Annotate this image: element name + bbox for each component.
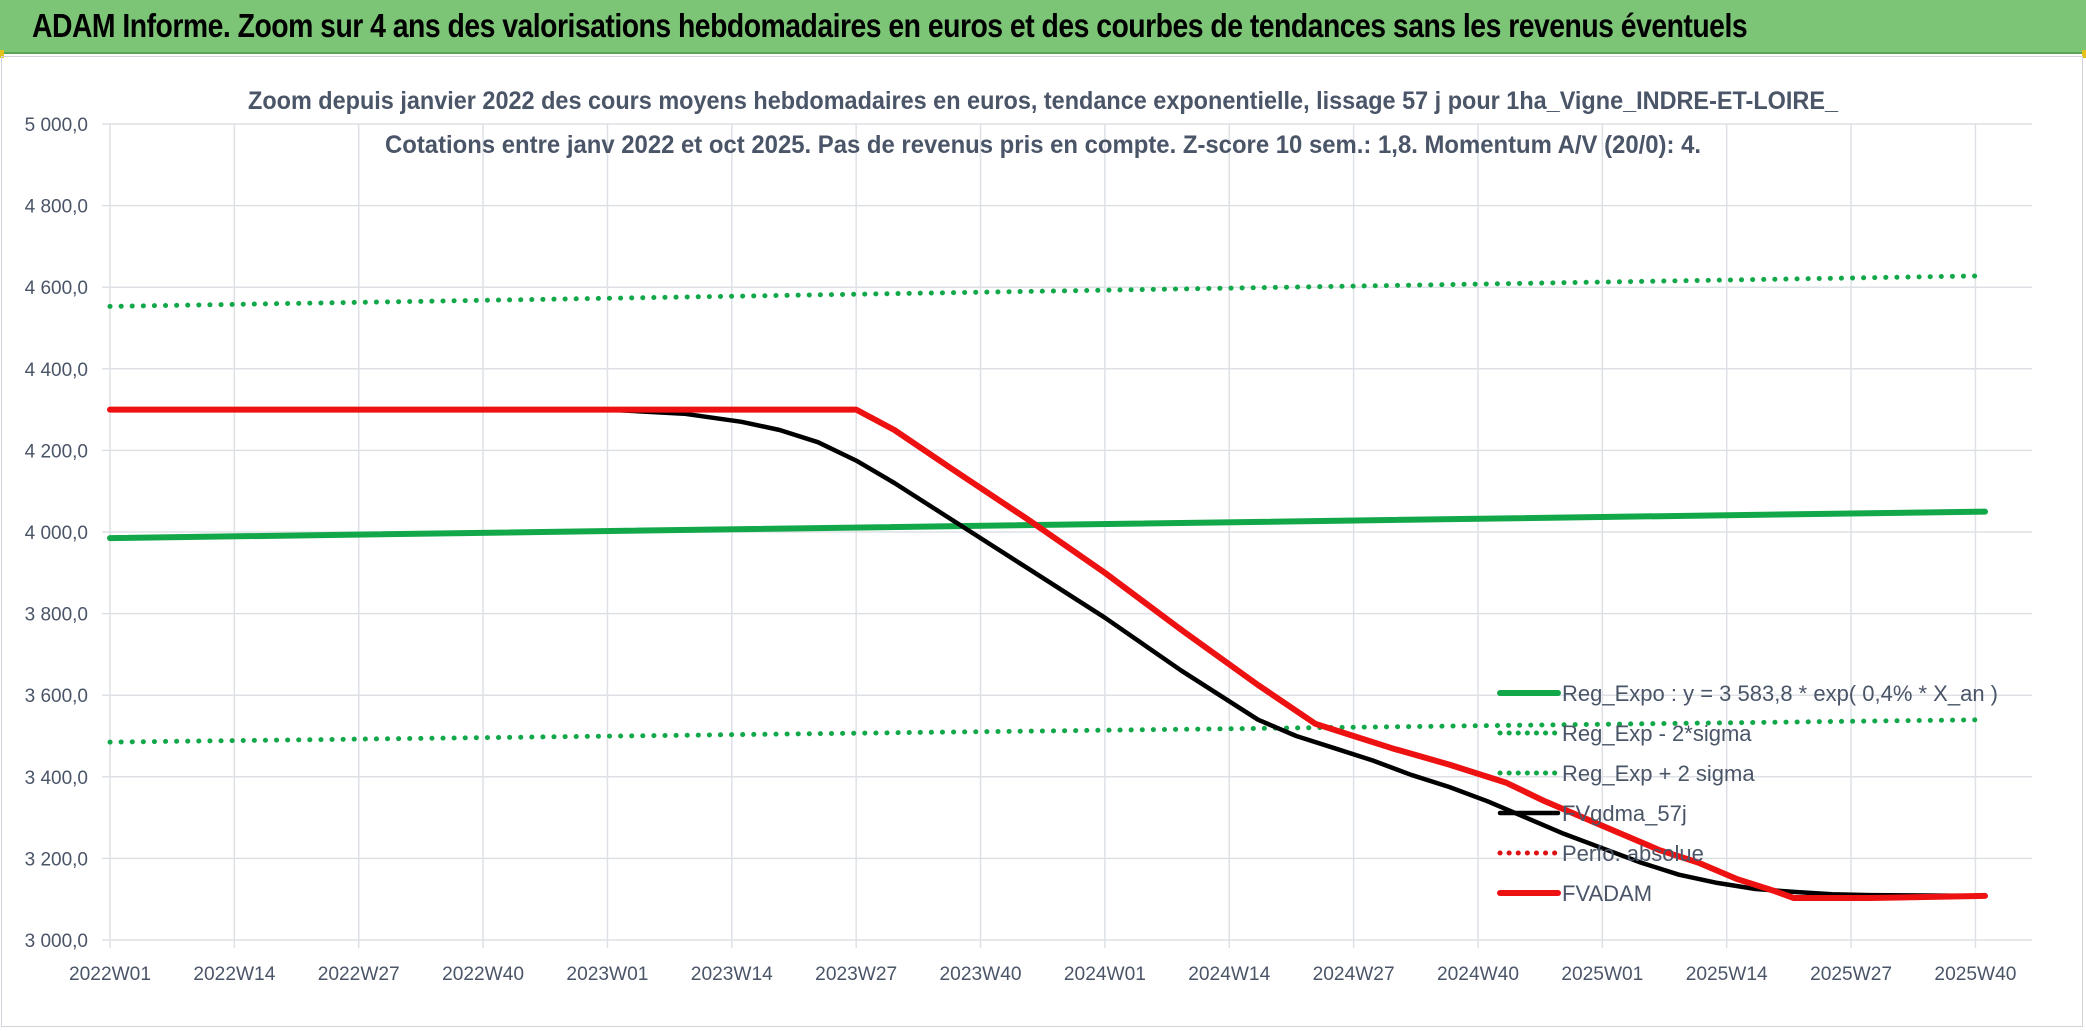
- y-tick-label: 3 800,0: [25, 605, 88, 626]
- x-tick-label: 2025W40: [1934, 964, 2016, 985]
- x-tick-label: 2023W14: [691, 964, 773, 985]
- x-tick-label: 2023W27: [815, 964, 897, 985]
- y-tick-label: 3 200,0: [25, 849, 88, 870]
- legend: Reg_Expo : y = 3 583,8 * exp( 0,4% * X_a…: [1497, 681, 1998, 906]
- x-tick-label: 2025W01: [1561, 964, 1643, 985]
- x-axis: 2022W01 2022W14 2022W27 2022W40 2023W01 2023W…: [69, 964, 2016, 985]
- corner-mark-left: [0, 50, 4, 58]
- y-tick-label: 3 400,0: [25, 768, 88, 789]
- x-tick-label: 2023W40: [940, 964, 1022, 985]
- series-layer: [107, 273, 1988, 901]
- x-tick-label: 2024W40: [1437, 964, 1519, 985]
- y-tick-label: 4 600,0: [25, 278, 88, 299]
- legend-label: Reg_Exp + 2 sigma: [1562, 761, 1755, 786]
- series-line-reg_exp: [107, 717, 1988, 745]
- y-tick-label: 4 800,0: [25, 197, 88, 218]
- legend-label: Reg_Exp - 2*sigma: [1562, 721, 1752, 746]
- corner-mark-right: [2082, 50, 2086, 58]
- x-tick-label: 2022W14: [193, 964, 275, 985]
- chart-title: Zoom depuis janvier 2022 des cours moyen…: [248, 87, 1839, 115]
- x-tick-label: 2022W01: [69, 964, 151, 985]
- legend-label: FVgdma_57j: [1562, 801, 1687, 826]
- series-line-reg_exp: [107, 273, 1988, 309]
- series-line-reg_expo: [107, 508, 1988, 542]
- x-tick-label: 2024W27: [1313, 964, 1395, 985]
- legend-label: FVADAM: [1562, 881, 1652, 906]
- y-tick-label: 4 400,0: [25, 360, 88, 381]
- x-tick-label: 2024W14: [1188, 964, 1270, 985]
- x-tick-label: 2023W01: [566, 964, 648, 985]
- x-tick-label: 2025W14: [1686, 964, 1768, 985]
- x-tick-label: 2022W27: [318, 964, 400, 985]
- series-line-fvgdma_57j: [107, 407, 1988, 899]
- series-line-fvadam: [107, 406, 1988, 901]
- y-axis: 5 000,0 4 800,0 4 600,0 4 400,0 4 200,0 4 000…: [25, 115, 88, 952]
- legend-label: Perfo. absolue: [1562, 841, 1704, 866]
- y-tick-label: 3 600,0: [25, 686, 88, 707]
- chart-frame: [1, 56, 2083, 1027]
- chart-subtitle: Cotations entre janv 2022 et oct 2025. P…: [385, 131, 1701, 159]
- x-tick-label: 2022W40: [442, 964, 524, 985]
- y-tick-label: 4 200,0: [25, 441, 88, 462]
- legend-label: Reg_Expo : y = 3 583,8 * exp( 0,4% * X_a…: [1562, 681, 1998, 706]
- banner-title: ADAM Informe. Zoom sur 4 ans des valoris…: [32, 7, 1748, 44]
- y-tick-label: 4 000,0: [25, 523, 88, 544]
- y-tick-label: 5 000,0: [25, 115, 88, 136]
- y-tick-label: 3 000,0: [25, 931, 88, 952]
- x-tick-label: 2024W01: [1064, 964, 1146, 985]
- x-tick-label: 2025W27: [1810, 964, 1892, 985]
- banner: ADAM Informe. Zoom sur 4 ans des valoris…: [0, 0, 2086, 54]
